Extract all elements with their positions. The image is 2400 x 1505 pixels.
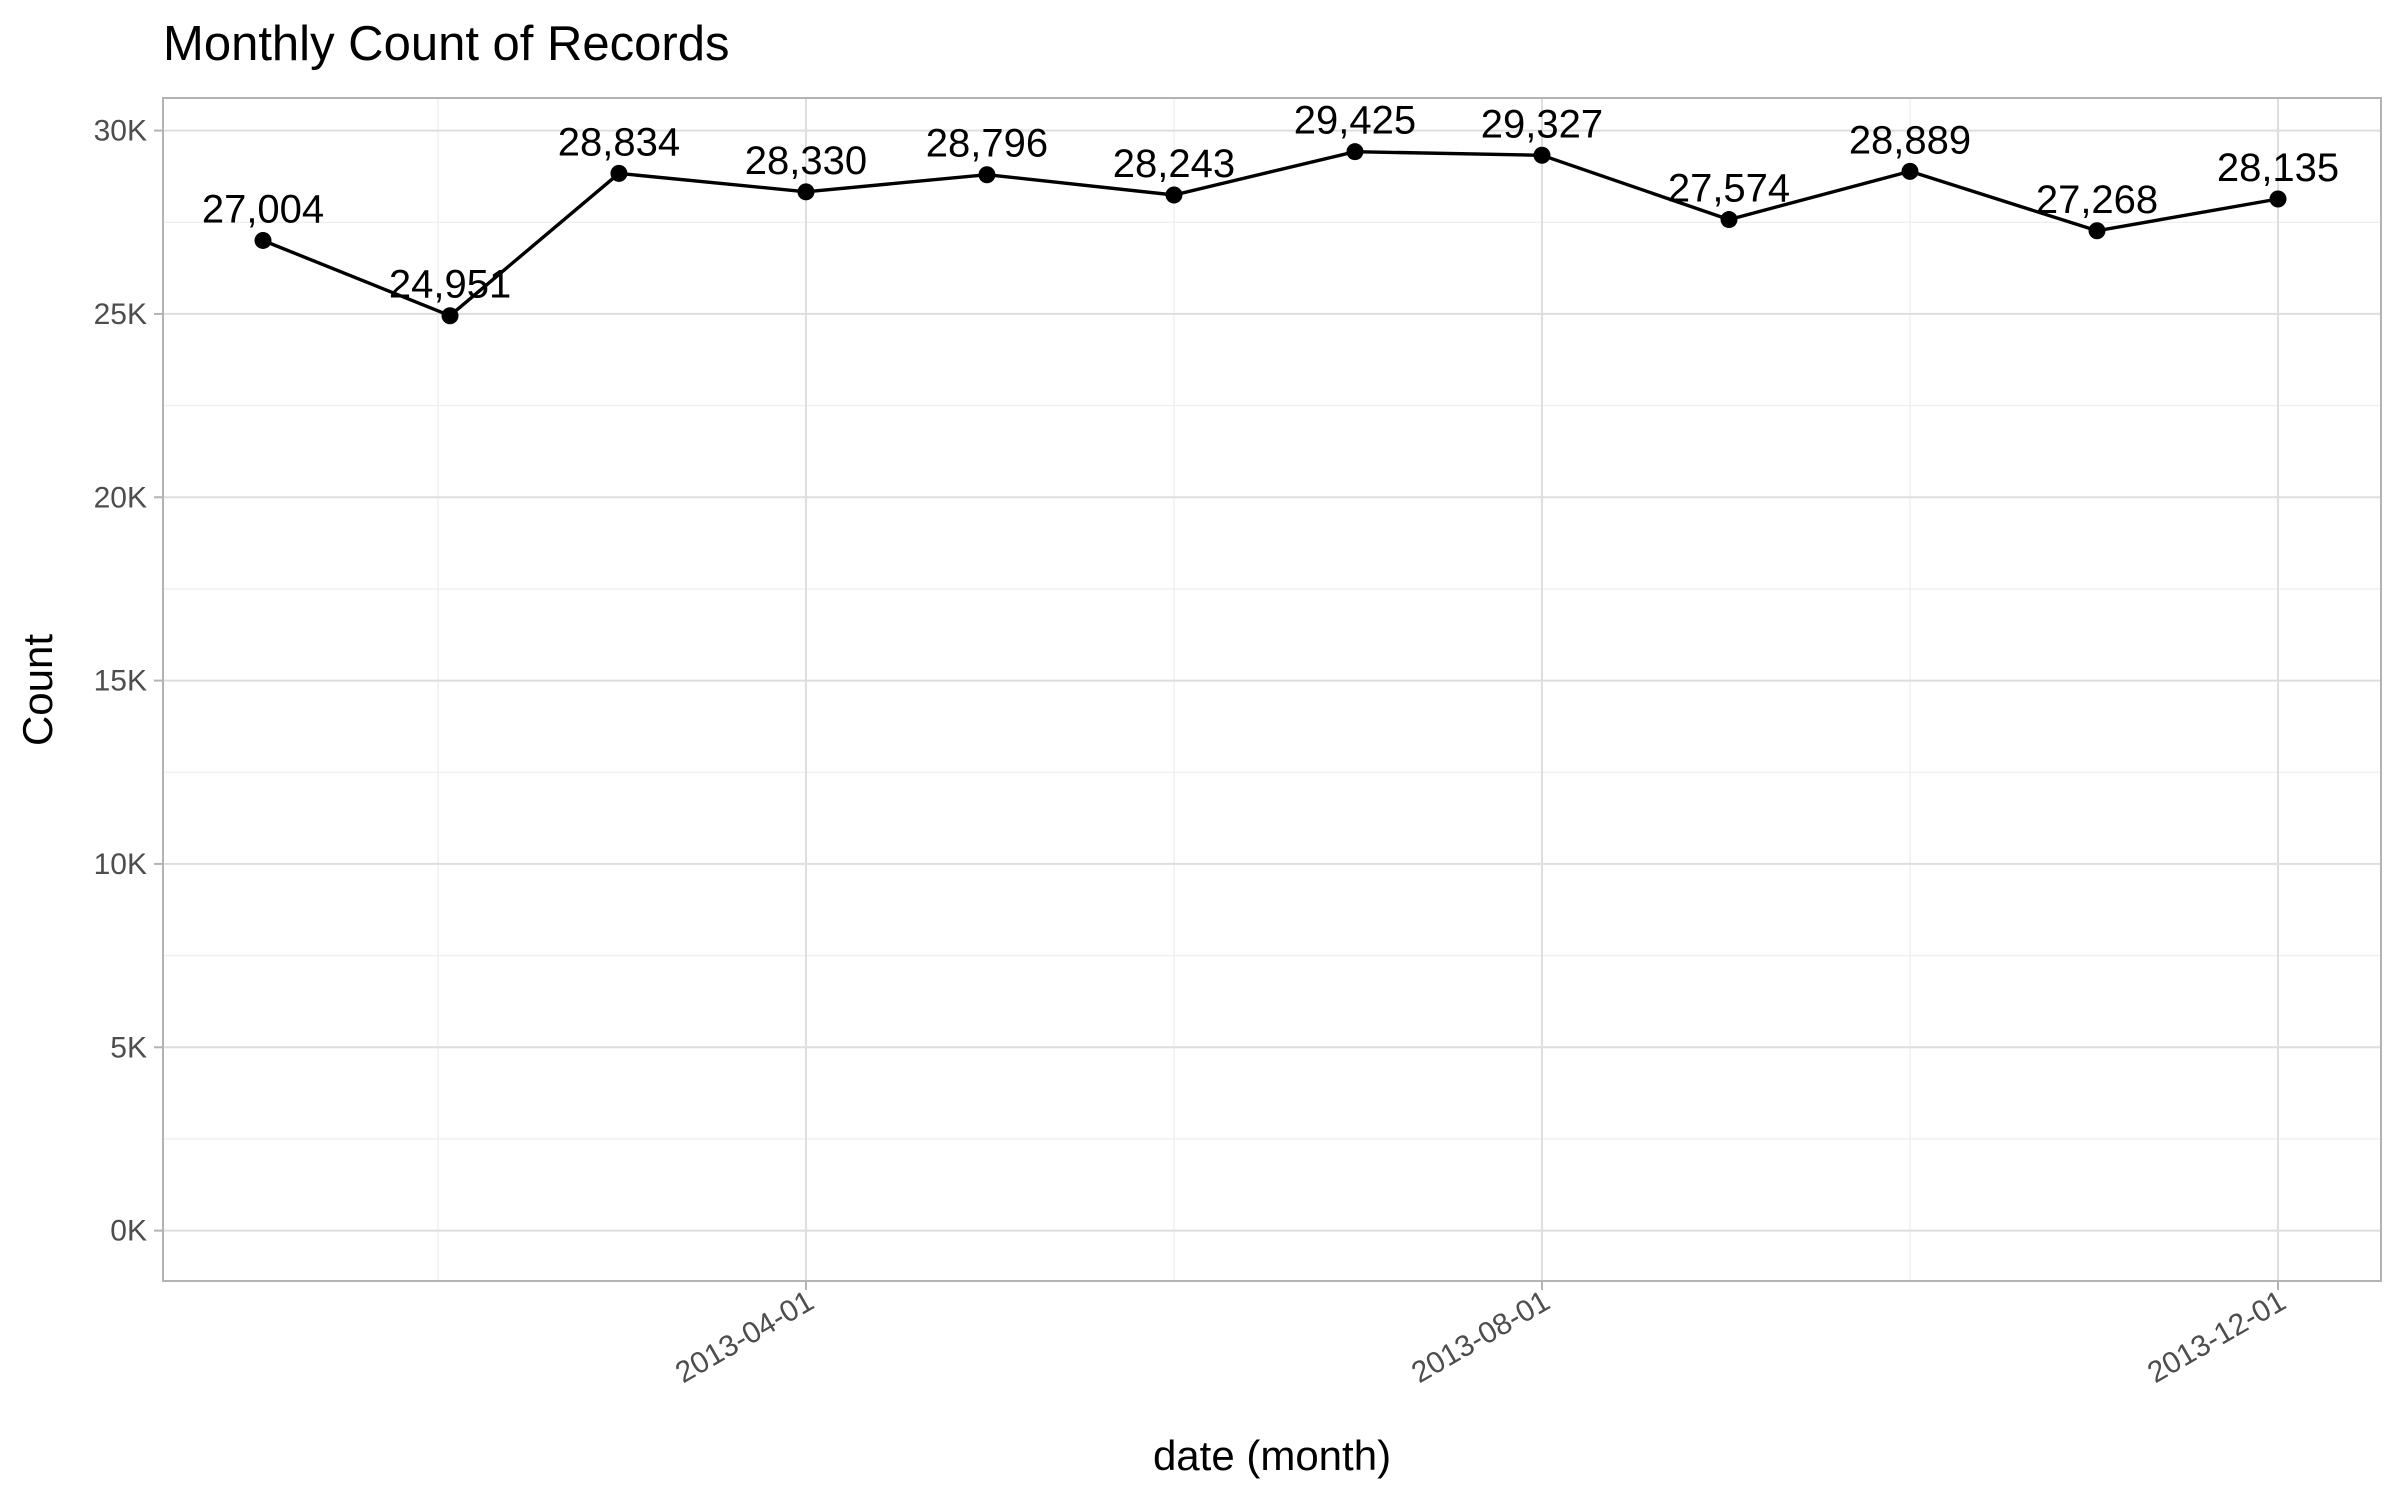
- data-label: 27,574: [1668, 167, 1790, 211]
- chart-title: Monthly Count of Records: [163, 17, 730, 71]
- data-point: [1901, 162, 1919, 180]
- data-point: [1720, 211, 1738, 229]
- y-tick-label: 0K: [110, 1215, 147, 1248]
- data-label: 27,004: [202, 187, 324, 231]
- data-label: 28,135: [2217, 146, 2339, 190]
- data-label: 24,951: [389, 263, 511, 307]
- data-point: [1165, 186, 1183, 204]
- data-point: [441, 307, 459, 325]
- data-point: [1533, 146, 1551, 164]
- y-tick-label: 25K: [94, 298, 147, 331]
- y-tick-label: 15K: [94, 665, 147, 698]
- data-point: [797, 183, 815, 201]
- data-label: 28,834: [558, 120, 680, 164]
- x-tick-label: 2013-04-01: [670, 1284, 819, 1389]
- y-tick-label: 30K: [94, 115, 147, 148]
- x-tick-label: 2013-12-01: [2142, 1284, 2291, 1389]
- data-label: 28,796: [926, 122, 1048, 166]
- y-tick-label: 10K: [94, 848, 147, 881]
- data-point: [610, 164, 628, 182]
- data-point: [2088, 222, 2106, 240]
- data-point: [2269, 190, 2287, 208]
- data-point: [254, 231, 272, 249]
- y-axis-title: Count: [14, 634, 61, 746]
- data-label: 29,425: [1294, 99, 1416, 143]
- data-label: 28,330: [745, 139, 867, 183]
- data-point: [978, 166, 996, 184]
- x-tick-label: 2013-08-01: [1406, 1284, 1555, 1389]
- data-label: 28,243: [1113, 142, 1235, 186]
- y-tick-label: 5K: [110, 1031, 147, 1064]
- data-point: [1346, 143, 1364, 161]
- series-line: [262, 149, 2279, 318]
- x-axis-ticks: 2013-04-01 2013-08-01 2013-12-01: [670, 1281, 2292, 1390]
- data-labels: 27,004 24,951 28,834 28,330 28,796 28,243 29,4…: [202, 99, 2339, 307]
- plot-panel-border: [162, 97, 2382, 1282]
- data-label: 27,268: [2036, 178, 2158, 222]
- data-label: 29,327: [1481, 102, 1603, 146]
- y-tick-label: 20K: [94, 481, 147, 514]
- minor-gridlines: [163, 98, 2381, 1281]
- x-axis-title: date (month): [1153, 1432, 1391, 1479]
- series-points: [254, 143, 2287, 325]
- data-label: 28,889: [1849, 118, 1971, 162]
- y-axis-ticks: 0K 5K 10K 15K 20K 25K 30K: [94, 115, 163, 1248]
- major-gridlines: [163, 98, 2381, 1281]
